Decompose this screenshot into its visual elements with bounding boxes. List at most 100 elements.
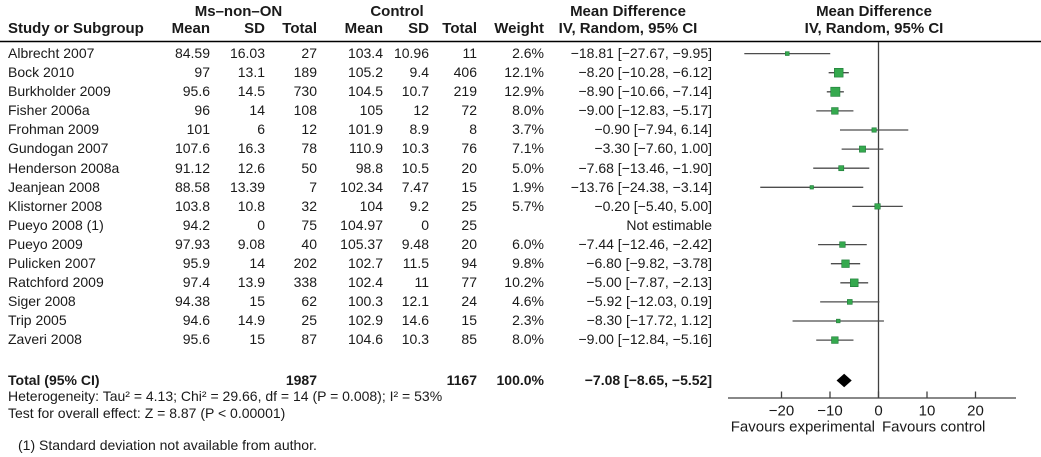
exp-sd-cell: 13.9	[237, 274, 265, 291]
effect-marker	[847, 299, 853, 305]
ctl-mean-cell: 102.9	[347, 312, 383, 329]
study-name-cell: Frohman 2009	[8, 121, 100, 138]
exp-mean-cell: 101	[186, 121, 210, 138]
ctl-mean-cell: 102.4	[347, 274, 383, 291]
ctl-sd-cell: 10.3	[401, 331, 429, 348]
ci-text-cell: −7.68 [−13.46, −1.90]	[578, 159, 712, 176]
ctl-total-cell: 20	[461, 235, 477, 252]
col-header-iv-ci: IV, Random, 95% CI	[558, 20, 698, 37]
exp-total-cell: 25	[301, 312, 317, 329]
ctl-mean-cell: 104.5	[347, 83, 383, 100]
total-diamond	[836, 373, 852, 388]
ctl-mean-cell: 101.9	[347, 121, 383, 138]
effect-marker	[785, 51, 790, 56]
md-header-right: Mean Difference	[816, 3, 932, 20]
effect-marker	[830, 86, 841, 97]
ci-text-cell: −5.92 [−12.03, 0.19]	[586, 293, 712, 310]
exp-mean-cell: 103.8	[174, 197, 210, 214]
effect-marker	[841, 259, 850, 268]
ctl-mean-cell: 104.97	[340, 216, 383, 233]
col-header-weight: Weight	[494, 20, 544, 37]
ctl-total-cell: 11	[462, 45, 477, 61]
weight-cell: 8.0%	[512, 102, 544, 119]
favours-control-label: Favours control	[882, 419, 985, 436]
ctl-total-cell: 85	[461, 331, 477, 348]
exp-total-cell: 78	[301, 140, 317, 157]
ci-text-cell: −7.44 [−12.46, −2.42]	[578, 235, 712, 252]
ctl-total-cell: 219	[453, 83, 477, 100]
effect-marker	[834, 68, 844, 78]
ctl-sd-cell: 11	[414, 274, 429, 291]
exp-mean-cell: 94.6	[182, 312, 210, 329]
exp-mean-cell: 97	[194, 64, 210, 81]
ctl-mean-cell: 100.3	[347, 293, 383, 310]
study-name-cell: Bock 2010	[8, 64, 75, 81]
exp-total-cell: 338	[293, 274, 317, 291]
effect-marker	[839, 241, 846, 248]
ci-text-cell: −8.20 [−10.28, −6.12]	[578, 64, 712, 81]
col-header-mean-ctl: Mean	[344, 20, 383, 37]
effect-marker	[831, 336, 839, 344]
exp-sd-cell: 15	[249, 293, 265, 310]
exp-total-cell: 189	[293, 64, 317, 81]
ctl-sd-cell: 8.9	[409, 121, 429, 138]
ci-text-cell: −3.30 [−7.60, 1.00]	[594, 140, 712, 157]
total-label: Total (95% CI)	[8, 372, 100, 388]
ctl-total-cell: 406	[453, 64, 477, 81]
exp-sd-cell: 9.08	[237, 235, 265, 252]
ctl-sd-cell: 12.1	[401, 293, 429, 310]
exp-total-cell: 62	[301, 293, 317, 310]
weight-cell: 1.9%	[512, 178, 544, 195]
ctl-total-cell: 8	[469, 121, 477, 138]
exp-total-cell: 50	[301, 159, 317, 176]
weight-cell: 9.8%	[512, 255, 544, 272]
study-name-cell: Klistorner 2008	[8, 197, 103, 214]
exp-total-cell: 87	[301, 331, 317, 348]
weight-cell: 12.1%	[504, 64, 544, 81]
total-ctl-n: 1167	[446, 372, 477, 388]
ctl-sd-cell: 11.5	[402, 255, 429, 272]
study-name-cell: Gundogan 2007	[8, 140, 109, 157]
ctl-total-cell: 77	[461, 274, 477, 291]
ctl-total-cell: 25	[461, 216, 477, 233]
study-name-cell: Zaveri 2008	[8, 331, 82, 348]
exp-mean-cell: 97.93	[174, 235, 210, 252]
ctl-sd-cell: 10.7	[401, 83, 429, 100]
exp-mean-cell: 91.12	[174, 159, 210, 176]
axis-tick-label: 20	[967, 403, 984, 420]
exp-total-cell: 32	[301, 197, 317, 214]
ctl-mean-cell: 110.9	[349, 140, 383, 157]
effect-marker	[809, 185, 814, 190]
group-header-ms-non-on: Ms–non–ON	[194, 3, 283, 20]
study-table-body: Albrecht 2007 84.59 16.03 27 103.4 10.96…	[0, 44, 712, 350]
effect-marker	[831, 107, 839, 115]
footnote-text: (1) Standard deviation not available fro…	[18, 437, 317, 453]
exp-total-cell: 730	[293, 83, 317, 100]
ctl-total-cell: 24	[461, 293, 477, 310]
ci-text-cell: −0.90 [−7.94, 6.14]	[594, 121, 712, 138]
weight-cell: 5.7%	[512, 197, 544, 214]
study-name-cell: Burkholder 2009	[8, 83, 111, 100]
ctl-sd-cell: 9.48	[401, 235, 429, 252]
exp-total-cell: 108	[293, 102, 317, 119]
ci-text-cell: −9.00 [−12.84, −5.16]	[578, 331, 712, 348]
exp-sd-cell: 0	[257, 216, 265, 233]
exp-sd-cell: 14	[249, 255, 265, 272]
exp-mean-cell: 95.6	[182, 331, 210, 348]
exp-mean-cell: 84.59	[174, 45, 210, 61]
ctl-total-cell: 25	[461, 197, 477, 214]
exp-mean-cell: 94.2	[182, 216, 210, 233]
ctl-mean-cell: 105	[359, 102, 383, 119]
ctl-total-cell: 94	[461, 255, 477, 272]
ctl-total-cell: 76	[461, 140, 477, 157]
study-name-cell: Pulicken 2007	[8, 255, 96, 272]
ctl-mean-cell: 105.2	[347, 64, 383, 81]
ci-text-cell: Not estimable	[626, 216, 712, 233]
ctl-sd-cell: 7.47	[401, 178, 429, 195]
col-header-sd-exp: SD	[244, 20, 265, 37]
total-weight: 100.0%	[496, 372, 544, 388]
study-name-cell: Ratchford 2009	[8, 274, 104, 291]
weight-cell: 5.0%	[512, 159, 544, 176]
